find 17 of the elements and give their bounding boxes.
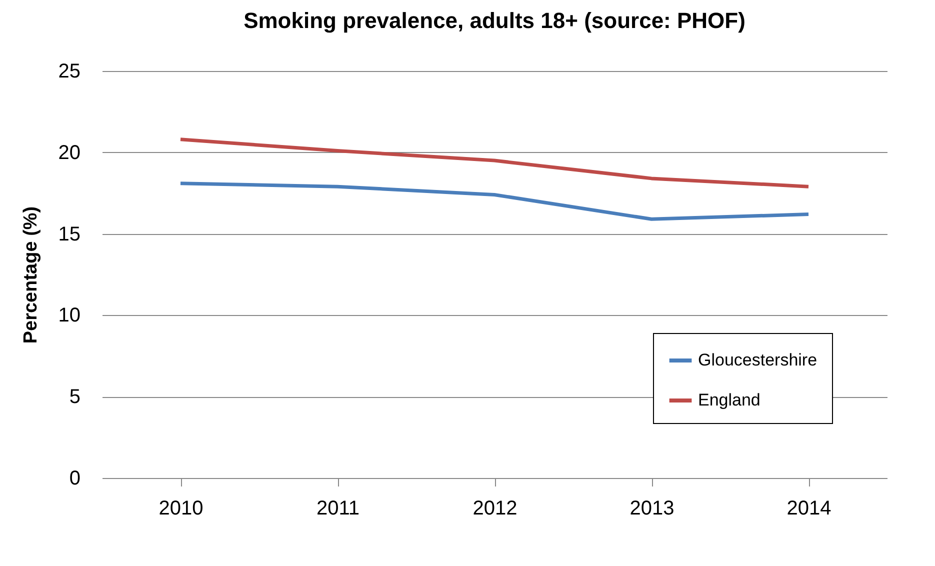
y-tick-label: 5 <box>69 386 80 408</box>
line-series <box>178 138 810 188</box>
y-axis-title: Percentage (%) <box>20 206 42 344</box>
line-series <box>178 182 810 221</box>
y-tick-label: 15 <box>58 223 80 246</box>
x-tick-label: 2012 <box>472 498 518 520</box>
legend-label: Gloucestershire <box>698 350 818 370</box>
chart-title: Smoking prevalence, adults 18+ (source: PHOF) <box>244 8 746 33</box>
x-tick-label: 2013 <box>630 498 674 520</box>
legend-label: England <box>698 390 760 410</box>
y-tick-label: 25 <box>58 60 80 82</box>
x-tick-label: 2014 <box>786 498 832 520</box>
y-tick-label: 10 <box>58 304 80 327</box>
y-tick-label: 0 <box>69 468 80 490</box>
x-tick-label: 2010 <box>158 498 204 520</box>
x-tick-label: 2011 <box>316 498 360 520</box>
y-tick-label: 20 <box>58 142 80 164</box>
